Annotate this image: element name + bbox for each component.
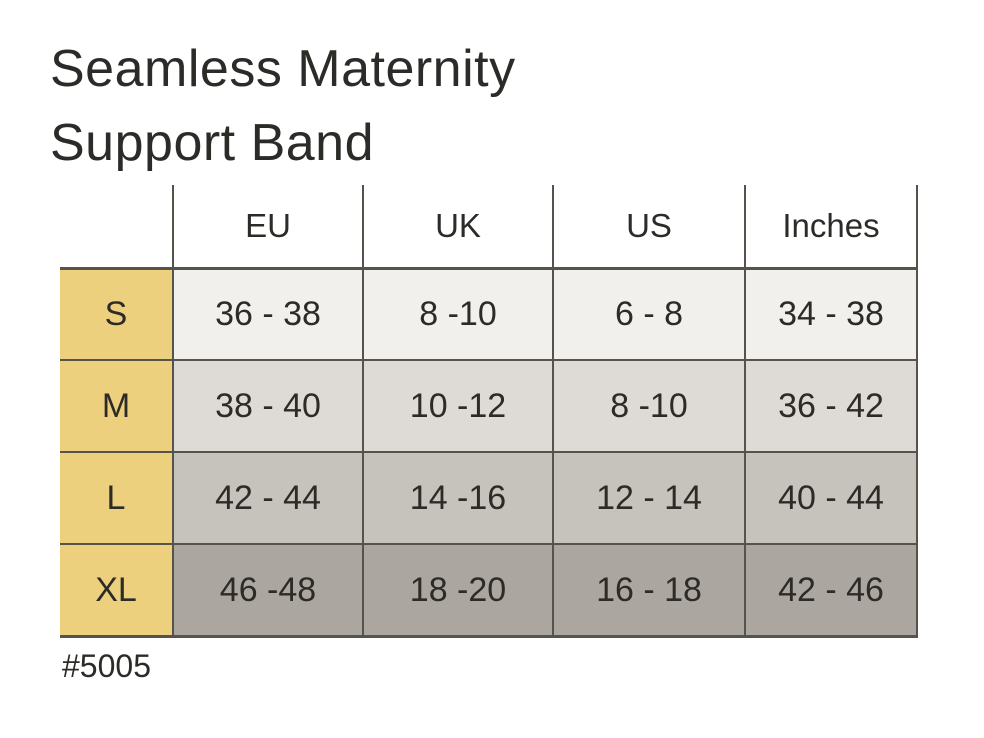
cell-s-uk: 8 -10 (364, 267, 554, 359)
cell-s-us: 6 - 8 (554, 267, 746, 359)
header-cell-corner (60, 185, 174, 267)
size-label-s: S (60, 267, 174, 359)
size-label-l: L (60, 451, 174, 543)
size-label-xl: XL (60, 543, 174, 635)
cell-l-uk: 14 -16 (364, 451, 554, 543)
header-cell-inches: Inches (746, 185, 918, 267)
header-cell-us: US (554, 185, 746, 267)
header-cell-uk: UK (364, 185, 554, 267)
cell-l-eu: 42 - 44 (174, 451, 364, 543)
cell-m-inches: 36 - 42 (746, 359, 918, 451)
cell-xl-eu: 46 -48 (174, 543, 364, 635)
size-label-m: M (60, 359, 174, 451)
page-title-line2: Support Band (50, 114, 375, 172)
cell-l-us: 12 - 14 (554, 451, 746, 543)
header-cell-eu: EU (174, 185, 364, 267)
cell-m-eu: 38 - 40 (174, 359, 364, 451)
cell-m-uk: 10 -12 (364, 359, 554, 451)
cell-xl-uk: 18 -20 (364, 543, 554, 635)
cell-m-us: 8 -10 (554, 359, 746, 451)
cell-xl-inches: 42 - 46 (746, 543, 918, 635)
product-code: #5005 (62, 648, 151, 684)
cell-s-inches: 34 - 38 (746, 267, 918, 359)
cell-l-inches: 40 - 44 (746, 451, 918, 543)
cell-xl-us: 16 - 18 (554, 543, 746, 635)
cell-s-eu: 36 - 38 (174, 267, 364, 359)
page-title-line1: Seamless Maternity (50, 40, 516, 98)
page-title: Seamless Maternity Support Band (50, 32, 516, 180)
size-chart-table: EU UK US Inches S 36 - 38 8 -10 6 - 8 34… (60, 185, 918, 638)
